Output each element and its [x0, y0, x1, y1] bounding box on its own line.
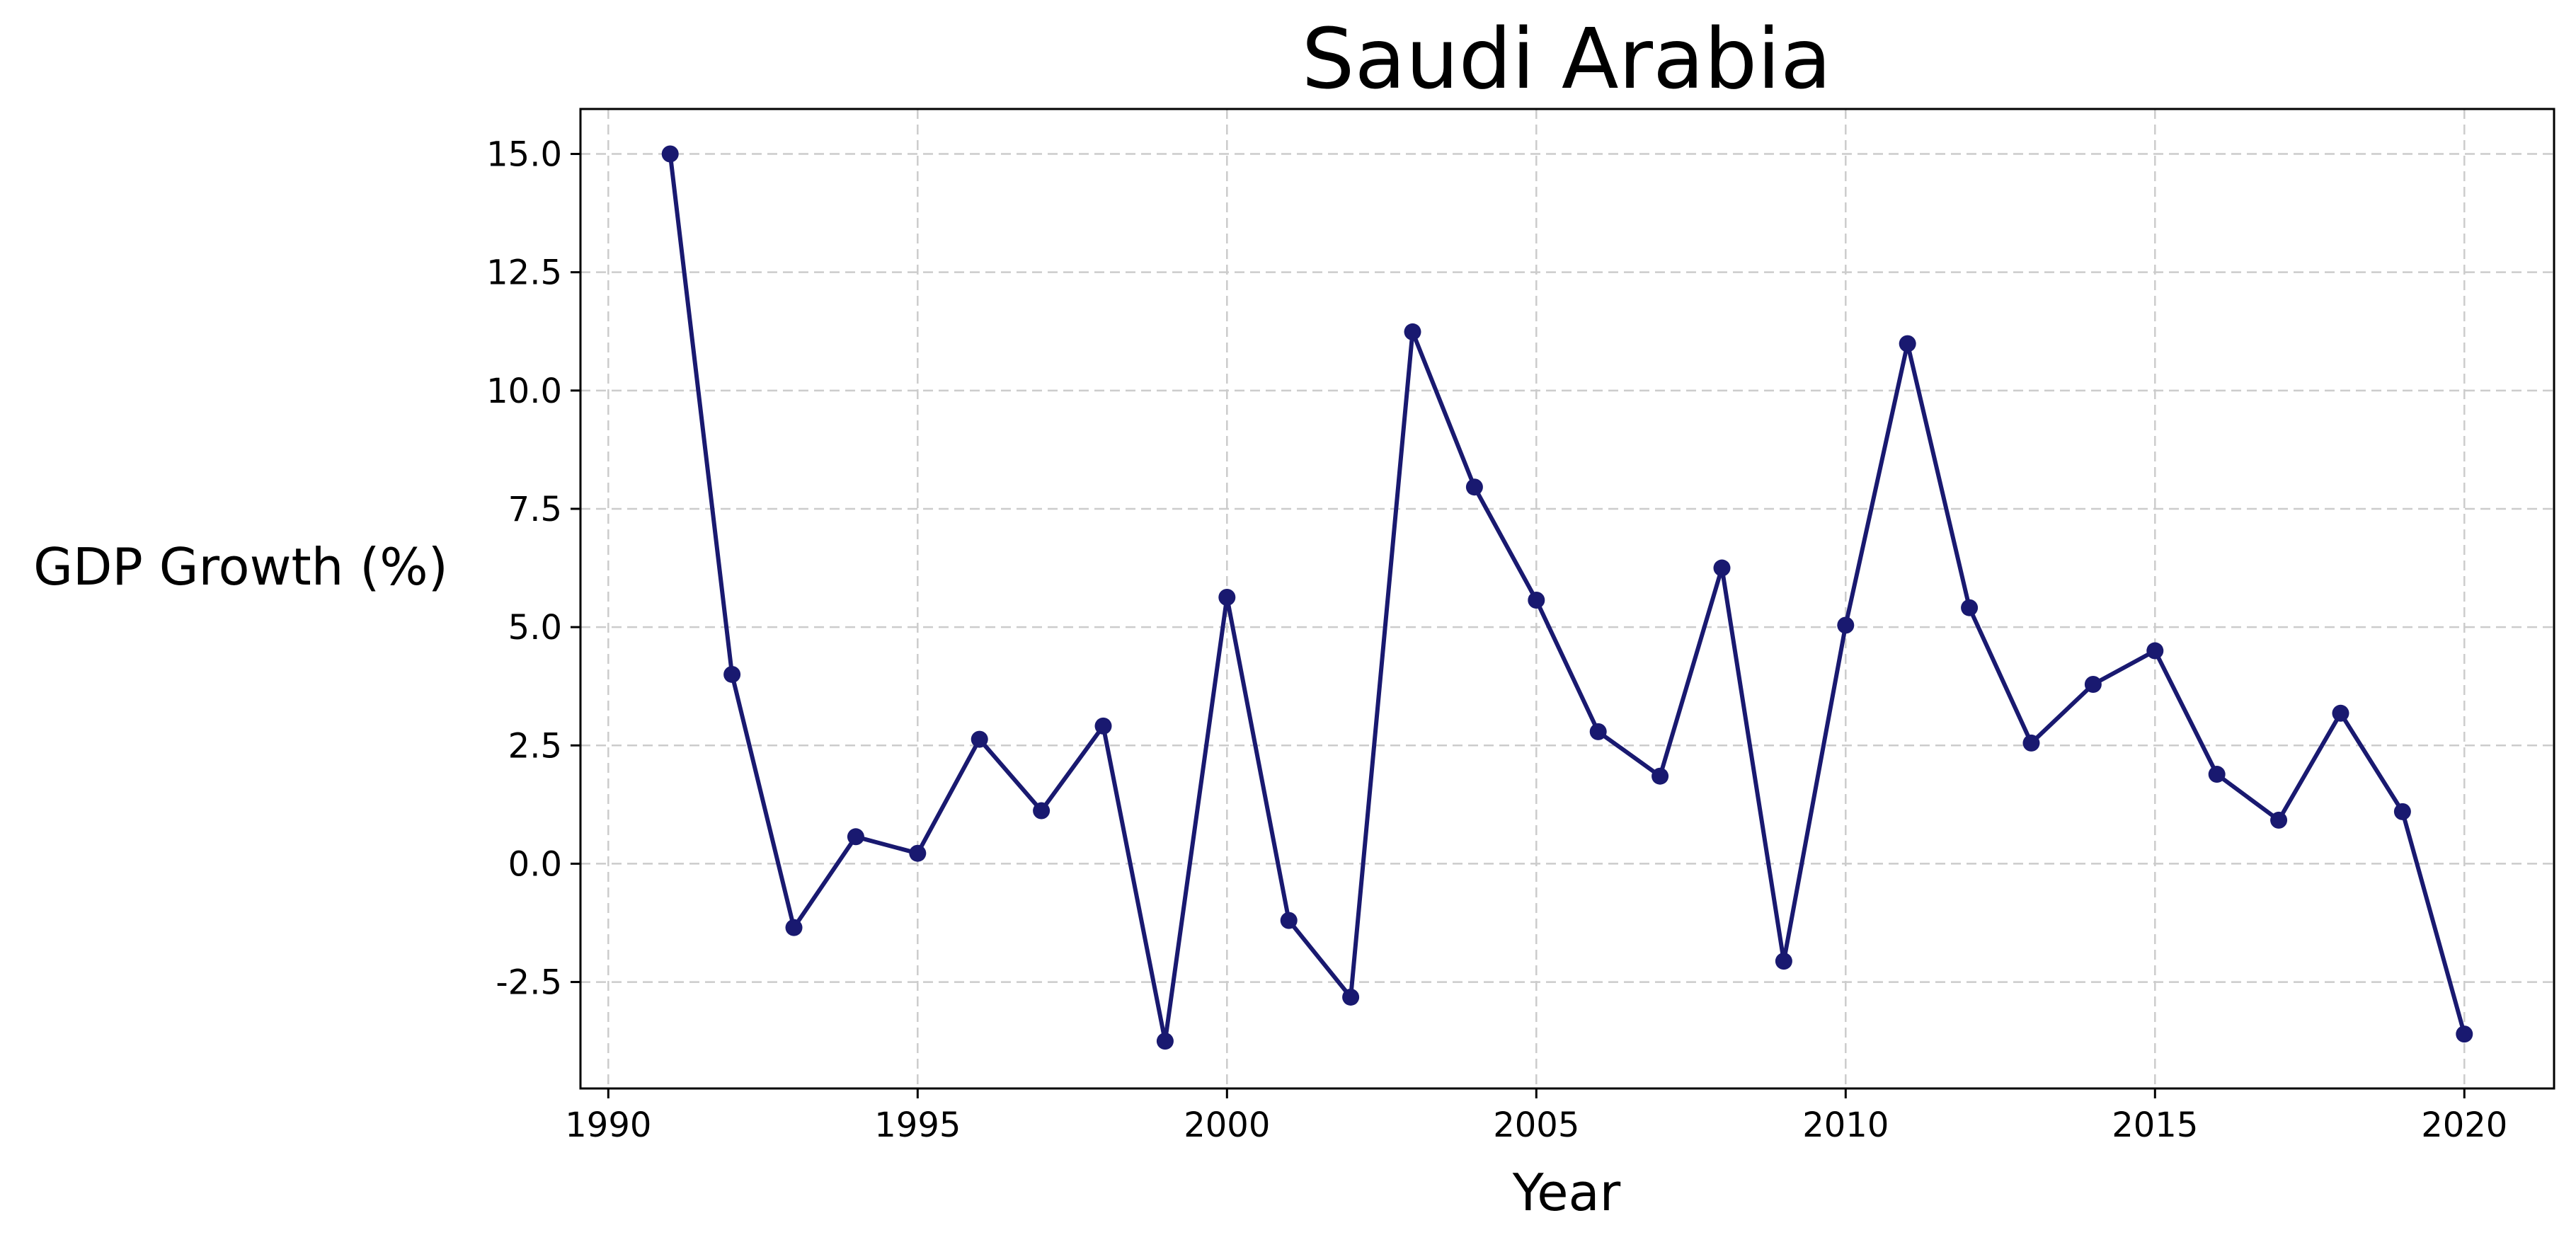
- data-point-2012: [1961, 599, 1979, 616]
- x-tick-label: 1990: [565, 1105, 651, 1145]
- data-point-2013: [2022, 734, 2040, 752]
- data-point-1999: [1156, 1033, 1174, 1050]
- data-point-2001: [1280, 912, 1298, 929]
- data-point-2005: [1528, 592, 1545, 609]
- series-line: [668, 154, 2467, 1044]
- data-point-1993: [785, 919, 803, 936]
- y-tick-label: 2.5: [508, 726, 562, 766]
- data-point-2009: [1775, 953, 1792, 970]
- y-tick-label: 5.0: [508, 608, 562, 648]
- y-tick-label: 12.5: [486, 253, 562, 293]
- plot-area-frame: [579, 108, 2555, 1090]
- data-point-2003: [1404, 323, 1421, 340]
- axis-ticks: 1990 1995 2000 2005 2010 2015 2020 -2.5 0.0 2.5 5.…: [486, 135, 2507, 1145]
- x-tick-label: 2015: [2112, 1105, 2198, 1145]
- x-tick-label: 2005: [1493, 1105, 1579, 1145]
- x-tick-label: 2020: [2421, 1105, 2507, 1145]
- data-point-1994: [847, 828, 864, 846]
- data-point-2020: [2456, 1025, 2473, 1043]
- data-point-2018: [2332, 704, 2349, 722]
- data-point-2007: [1651, 767, 1669, 785]
- data-point-1997: [1033, 802, 1051, 820]
- data-point-2017: [2270, 811, 2288, 829]
- data-point-2008: [1713, 559, 1731, 577]
- data-point-1996: [971, 730, 988, 748]
- data-point-2014: [2084, 676, 2102, 694]
- data-point-2000: [1218, 588, 1236, 606]
- x-tick-label: 2000: [1184, 1105, 1270, 1145]
- data-point-2010: [1837, 616, 1855, 634]
- x-tick-label: 2010: [1802, 1105, 1889, 1145]
- y-tick-label: 10.0: [486, 372, 562, 411]
- chart-title: Saudi Arabia: [1302, 10, 1832, 108]
- data-point-2002: [1342, 988, 1360, 1006]
- x-tick-label: 1995: [874, 1105, 961, 1145]
- y-tick-label: 0.0: [508, 844, 562, 884]
- x-axis-label: Year: [1512, 1163, 1621, 1222]
- grid: [580, 109, 2554, 1088]
- data-point-1995: [909, 844, 927, 862]
- data-point-2004: [1465, 478, 1483, 496]
- series-group: [661, 145, 2473, 1050]
- y-tick-label: 15.0: [486, 135, 562, 175]
- y-tick-label: 7.5: [508, 490, 562, 529]
- data-point-2015: [2146, 642, 2164, 660]
- data-point-2016: [2208, 766, 2226, 783]
- data-point-1998: [1094, 717, 1112, 735]
- data-point-2011: [1899, 335, 1916, 352]
- y-axis-label: GDP Growth (%): [33, 537, 448, 597]
- data-point-1991: [661, 145, 679, 163]
- data-point-2006: [1589, 723, 1607, 740]
- data-point-1992: [723, 665, 741, 683]
- data-point-2019: [2393, 803, 2411, 820]
- y-tick-label: -2.5: [496, 963, 562, 1003]
